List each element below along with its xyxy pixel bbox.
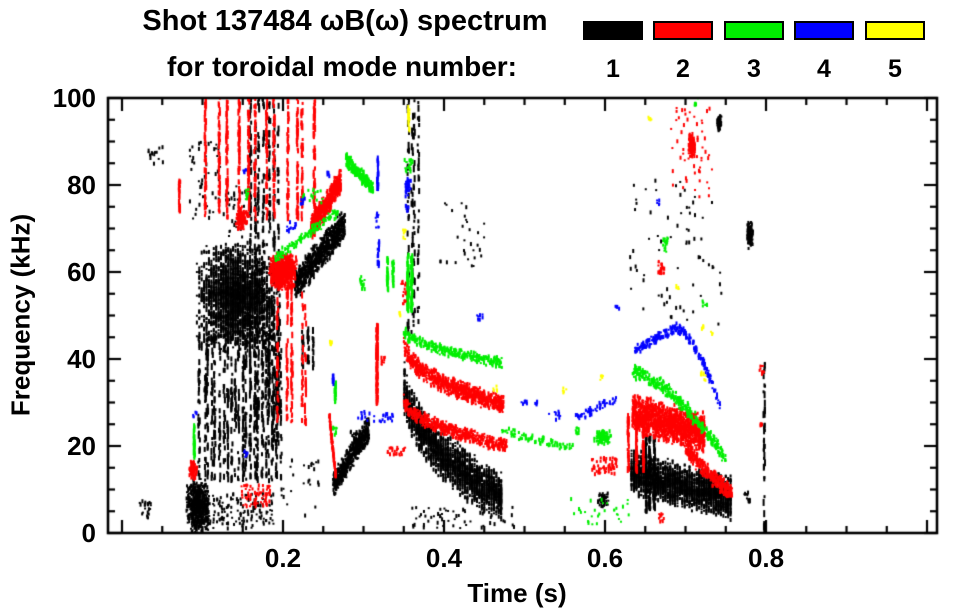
y-tick-label: 40	[67, 344, 96, 374]
legend-swatch-mode-4	[794, 21, 854, 40]
y-tick-label: 60	[67, 257, 96, 287]
legend-label-mode-3: 3	[747, 55, 761, 83]
legend-swatch-mode-2	[653, 21, 713, 40]
x-tick-label: 0.6	[586, 543, 624, 573]
y-axis-title: Frequency (kHz)	[5, 213, 36, 417]
legend-label-mode-1: 1	[606, 55, 620, 83]
chart-subtitle: for toroidal mode number:	[167, 51, 517, 82]
x-tick-label: 0.8	[747, 543, 785, 573]
legend-label-mode-4: 4	[817, 55, 831, 83]
y-tick-label: 100	[52, 83, 96, 113]
legend-swatch-mode-5	[865, 21, 925, 40]
chart-title: Shot 137484 ωB(ω) spectrum	[142, 5, 548, 37]
y-tick-label: 0	[81, 518, 96, 548]
x-tick-label: 0.4	[425, 543, 463, 573]
legend-label-mode-5: 5	[888, 55, 902, 83]
legend-swatch-mode-1	[583, 21, 643, 40]
x-tick-label: 0.2	[264, 543, 302, 573]
legend-swatch-mode-3	[724, 21, 784, 40]
y-tick-label: 80	[67, 170, 96, 200]
x-axis-title: Time (s)	[467, 578, 567, 608]
legend-label-mode-2: 2	[676, 55, 690, 83]
y-tick-label: 20	[67, 431, 96, 461]
